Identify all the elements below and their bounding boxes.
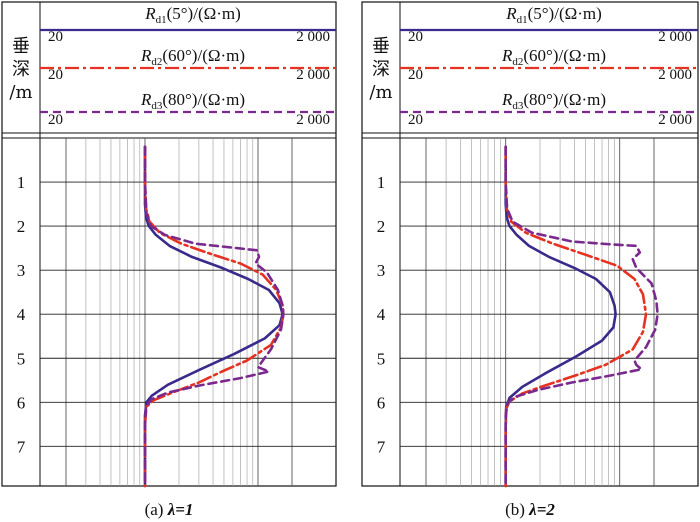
track-label-unit: (80°)/(Ω·m): [162, 90, 245, 109]
track-label-symbol: R: [144, 4, 156, 23]
depth-tick-label: 5: [377, 349, 386, 368]
track-max-label: 2 000: [296, 112, 330, 128]
depth-axis-label-part: /m: [369, 82, 392, 103]
depth-axis-label-part: 深: [12, 59, 30, 80]
track-max-label: 2 000: [658, 29, 692, 45]
depth-tick-label: 4: [377, 305, 386, 324]
track-label-symbol: R: [140, 46, 152, 65]
track-label-symbol: R: [140, 90, 152, 109]
track-label-d1: Rd1(5°)/(Ω·m): [505, 4, 602, 26]
depth-axis-label-part: 垂: [372, 36, 390, 57]
depth-tick-label: 7: [17, 437, 26, 456]
track-min-label: 20: [48, 67, 63, 83]
track-label-d2: Rd2(60°)/(Ω·m): [140, 46, 245, 68]
panel-frame: [1, 1, 337, 487]
depth-tick-label: 6: [17, 393, 26, 412]
track-max-label: 2 000: [296, 67, 330, 83]
curve-Rd2: [504, 145, 648, 488]
track-label-d3: Rd3(80°)/(Ω·m): [140, 90, 245, 112]
curve-Rd3: [143, 145, 285, 488]
caption-lambda: λ=2: [528, 500, 555, 519]
track-max-label: 2 000: [296, 29, 330, 45]
depth-tick-label: 4: [17, 305, 26, 324]
panel-frame: [361, 1, 699, 487]
track-label-unit: (5°)/(Ω·m): [528, 4, 602, 23]
track-label-unit: (60°)/(Ω·m): [162, 46, 245, 65]
curve-Rd2: [143, 145, 285, 488]
depth-tick-label: 1: [377, 173, 386, 192]
depth-tick-label: 3: [377, 261, 386, 280]
depth-tick-label: 2: [377, 217, 386, 236]
track-min-label: 20: [48, 112, 63, 128]
track-min-label: 20: [48, 29, 63, 45]
depth-tick-label: 3: [17, 261, 26, 280]
panel-1: 垂深/m Rd1(5°)/(Ω·m) 20 2 000 Rd2(60°)/(Ω·m) 20…: [1, 1, 337, 519]
track-label-unit: (60°)/(Ω·m): [523, 46, 606, 65]
track-max-label: 2 000: [658, 67, 692, 83]
panel-2: 垂深/m Rd1(5°)/(Ω·m) 20 2 000 Rd2(60°)/(Ω·m) 20…: [361, 1, 699, 519]
track-label-symbol: R: [501, 46, 513, 65]
curve-Rd3: [504, 145, 659, 488]
caption-prefix: (a): [145, 500, 168, 519]
panel-caption: (b) λ=2: [505, 500, 555, 519]
track-min-label: 20: [408, 112, 423, 128]
depth-tick-label: 2: [17, 217, 26, 236]
caption-prefix: (b): [505, 500, 529, 519]
curve-Rd1: [143, 145, 284, 488]
track-label-symbol: R: [505, 4, 517, 23]
track-label-subscript: d3: [151, 100, 163, 112]
depth-axis-label-part: /m: [9, 82, 32, 103]
track-label-symbol: R: [501, 90, 513, 109]
track-label-d3: Rd3(80°)/(Ω·m): [501, 90, 606, 112]
curve-Rd1: [504, 145, 617, 488]
depth-tick-label: 5: [17, 349, 26, 368]
track-label-unit: (80°)/(Ω·m): [523, 90, 606, 109]
depth-axis-label-part: 垂: [12, 36, 30, 57]
depth-axis-label-part: 深: [372, 59, 390, 80]
track-label-subscript: d1: [517, 14, 528, 26]
track-label-unit: (5°)/(Ω·m): [167, 4, 241, 23]
track-max-label: 2 000: [658, 112, 692, 128]
panel-caption: (a) λ=1: [145, 500, 194, 519]
track-label-d2: Rd2(60°)/(Ω·m): [501, 46, 606, 68]
track-min-label: 20: [408, 67, 423, 83]
caption-lambda: λ=1: [167, 500, 194, 519]
track-label-subscript: d2: [512, 56, 523, 68]
track-label-d1: Rd1(5°)/(Ω·m): [144, 4, 241, 26]
depth-tick-label: 1: [17, 173, 26, 192]
track-label-subscript: d1: [156, 14, 167, 26]
depth-tick-label: 6: [377, 393, 386, 412]
track-label-subscript: d3: [512, 100, 524, 112]
track-label-subscript: d2: [151, 56, 162, 68]
depth-tick-label: 7: [377, 437, 386, 456]
track-min-label: 20: [408, 29, 423, 45]
